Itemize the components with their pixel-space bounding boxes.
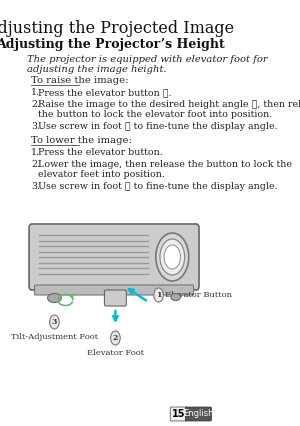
FancyBboxPatch shape [185,407,211,421]
Text: Press the elevator button ①.: Press the elevator button ①. [38,88,172,97]
FancyBboxPatch shape [29,224,199,290]
Circle shape [164,245,181,269]
FancyBboxPatch shape [104,290,126,306]
Text: Press the elevator button.: Press the elevator button. [38,148,163,157]
Circle shape [111,331,120,345]
Text: Use screw in foot ③ to fine-tune the display angle.: Use screw in foot ③ to fine-tune the dis… [38,122,278,131]
Text: Adjusting the Projector’s Height: Adjusting the Projector’s Height [0,38,225,51]
Text: Elevator Button: Elevator Button [165,291,232,299]
Circle shape [156,233,189,281]
Ellipse shape [171,294,181,300]
Circle shape [154,288,164,302]
Text: 1.: 1. [31,88,40,97]
Ellipse shape [48,294,61,302]
Text: 2: 2 [113,334,118,342]
Text: 2.: 2. [31,100,40,109]
Text: Elevator Foot: Elevator Foot [87,349,144,357]
Text: 15: 15 [172,409,185,419]
Text: 1.: 1. [31,148,40,157]
Text: 2.: 2. [31,160,40,169]
Text: Tilt-Adjustment Foot: Tilt-Adjustment Foot [11,333,98,341]
Text: The projector is equipped with elevator foot for
adjusting the image height.: The projector is equipped with elevator … [27,55,268,75]
Text: 3.: 3. [31,182,40,191]
Text: To raise the image:: To raise the image: [31,76,129,85]
FancyBboxPatch shape [170,407,187,421]
Text: Raise the image to the desired height angle ②, then release
the button to lock t: Raise the image to the desired height an… [38,100,300,119]
Text: To lower the image:: To lower the image: [31,136,132,145]
Text: Use screw in foot ③ to fine-tune the display angle.: Use screw in foot ③ to fine-tune the dis… [38,182,278,191]
Circle shape [50,315,59,329]
Text: Adjusting the Projected Image: Adjusting the Projected Image [0,20,235,37]
Text: 3.: 3. [31,122,40,131]
Text: English: English [183,409,214,418]
Text: Lower the image, then release the button to lock the
elevator feet into position: Lower the image, then release the button… [38,160,292,179]
Text: 1: 1 [156,291,161,299]
Text: 3: 3 [52,318,57,326]
Circle shape [160,239,184,275]
FancyBboxPatch shape [34,285,194,295]
